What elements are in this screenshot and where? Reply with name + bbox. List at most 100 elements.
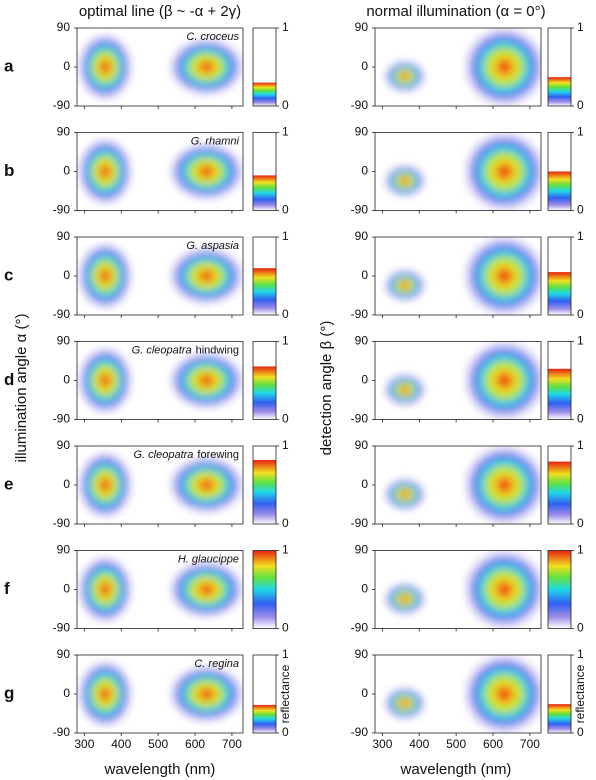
colorbar-tick-label: 1 — [577, 334, 584, 348]
heat-blob — [400, 177, 409, 184]
colorbar-frame — [547, 236, 572, 316]
colorbar-level — [548, 272, 571, 315]
y-tick-label: 90 — [355, 647, 369, 661]
y-tick-label: 0 — [63, 477, 70, 491]
colorbar-tick-label: 0 — [577, 725, 584, 739]
colorbar-frame — [252, 27, 277, 107]
colorbar-frame — [252, 132, 277, 211]
colorbar-tick-label: 1 — [577, 229, 584, 243]
y-tick-label: 90 — [355, 438, 369, 452]
colorbar-tick-label: 0 — [577, 412, 584, 426]
species-name: C. croceus — [186, 31, 239, 43]
x-tick-label: 400 — [409, 737, 429, 751]
y-tick-label: -90 — [53, 98, 71, 112]
heat-blob — [496, 581, 513, 598]
colorbar-frame — [547, 341, 572, 420]
y-tick-label: 0 — [63, 164, 70, 178]
colorbar-tick-label: 1 — [577, 543, 584, 557]
heat-blob — [400, 282, 409, 289]
colorbar-level — [548, 77, 571, 106]
heat-blob — [199, 688, 214, 700]
colorbar-tick-label: 1 — [282, 334, 289, 348]
colorbar-tick-label: 1 — [282, 229, 289, 243]
heatmap — [384, 446, 541, 524]
y-tick-label: -90 — [53, 621, 71, 635]
heat-blob — [199, 270, 214, 282]
colorbar-tick-label: 0 — [282, 307, 289, 321]
heat-blob — [199, 583, 214, 596]
heat-blob — [496, 268, 513, 284]
colorbar-tick-label: 0 — [577, 98, 584, 112]
y-axis-title: detection angle β (°) — [318, 321, 335, 456]
y-tick-label: 0 — [63, 582, 70, 596]
y-tick-label: 90 — [355, 334, 369, 348]
y-tick-label: -90 — [53, 307, 71, 321]
x-tick-label: 500 — [148, 737, 168, 751]
colorbar-frame — [252, 654, 277, 734]
colorbar-tick-label: 1 — [282, 647, 289, 661]
x-tick-label: 700 — [520, 737, 540, 751]
colorbar-tick-label: 0 — [282, 412, 289, 426]
y-tick-label: 90 — [355, 125, 369, 139]
colorbar-frame — [547, 654, 572, 734]
colorbar-level — [253, 550, 276, 629]
colorbar-tick-label: 0 — [282, 516, 289, 530]
row-letter: b — [4, 161, 14, 180]
y-tick-label: -90 — [53, 203, 71, 217]
colorbar-level — [548, 461, 571, 524]
heat-blob — [400, 491, 409, 498]
species-label: G. cleopatra hindwing — [132, 344, 239, 356]
y-tick-label: 90 — [355, 229, 369, 243]
y-tick-label: 90 — [355, 543, 369, 557]
heat-blob — [99, 60, 111, 74]
y-tick-label: 0 — [361, 164, 368, 178]
colorbar-level — [253, 175, 276, 211]
heat-blob — [199, 479, 214, 491]
colorbar-label: reflectance — [573, 664, 587, 723]
heat-blob — [99, 582, 111, 597]
colorbar-level — [253, 268, 276, 315]
colorbar-level — [253, 460, 276, 524]
heatmap — [384, 237, 541, 315]
heatmap — [78, 34, 243, 100]
y-tick-label: 0 — [361, 373, 368, 387]
y-tick-label: 90 — [57, 647, 71, 661]
colorbar-level — [548, 704, 571, 733]
row-letter: g — [4, 683, 14, 702]
y-tick-label: -90 — [351, 307, 369, 321]
colorbar-level — [253, 366, 276, 420]
colorbar-tick-label: 0 — [282, 621, 289, 635]
x-tick-label: 300 — [74, 737, 94, 751]
heat-blob — [400, 73, 409, 80]
x-tick-label: 500 — [446, 737, 466, 751]
y-tick-label: -90 — [351, 516, 369, 530]
species-name: G. aspasia — [186, 240, 239, 252]
colorbar-level — [548, 550, 571, 629]
colorbar-level — [253, 704, 276, 733]
heat-blob — [496, 59, 513, 75]
heat-blob — [99, 269, 111, 283]
y-tick-label: 90 — [355, 20, 369, 34]
colorbar-tick-label: 1 — [282, 543, 289, 557]
y-tick-label: -90 — [351, 203, 369, 217]
species-name: G. rhamni — [191, 135, 240, 147]
y-tick-label: 0 — [361, 59, 368, 73]
colorbar-tick-label: 0 — [282, 725, 289, 739]
species-name: C. regina — [194, 658, 239, 670]
colorbar-tick-label: 0 — [282, 98, 289, 112]
colorbar-frame — [547, 550, 572, 629]
species-name: G. cleopatra — [132, 344, 192, 356]
x-tick-label: 700 — [222, 737, 242, 751]
y-tick-label: 90 — [57, 20, 71, 34]
row-letter: c — [4, 265, 13, 284]
y-tick-label: -90 — [53, 516, 71, 530]
x-axis-title: wavelength (nm) — [400, 761, 512, 778]
species-label: G. rhamni — [191, 135, 240, 147]
colorbar-frame — [252, 341, 277, 420]
y-tick-label: -90 — [351, 98, 369, 112]
species-label: C. regina — [194, 658, 239, 670]
colorbar-tick-label: 0 — [577, 203, 584, 217]
species-label: H. glaucippe — [178, 553, 239, 565]
column-title: optimal line (β ~ -α + 2γ) — [79, 3, 241, 20]
row-letter: e — [4, 474, 13, 493]
